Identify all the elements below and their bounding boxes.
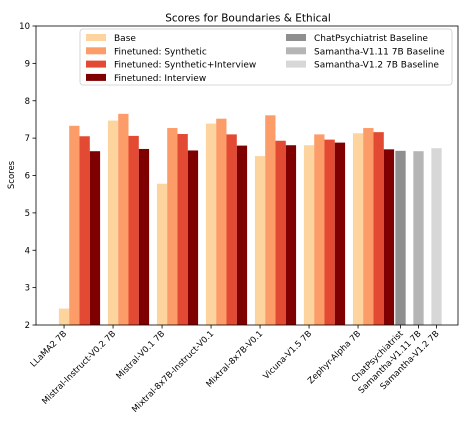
bar: [265, 115, 276, 325]
legend-swatch: [286, 60, 306, 68]
x-tick-label: LLaMA2 7B: [29, 329, 70, 370]
y-axis: 2 3 4 5 6 7 8 9 10: [19, 22, 36, 331]
legend-swatch: [286, 34, 306, 41]
bar: [205, 123, 217, 325]
bar: [216, 118, 227, 325]
y-tick-label: 9: [25, 59, 30, 69]
bar: [118, 113, 129, 325]
bar: [58, 308, 70, 325]
x-tick-label: Vicuna-V1.5 7B: [261, 329, 314, 382]
x-tick-label: Mistral-V0.1 7B: [115, 329, 168, 382]
bar: [79, 136, 90, 325]
bar: [107, 120, 119, 325]
chart-title: Scores for Boundaries & Ethical: [165, 13, 331, 25]
plot-area: [58, 113, 442, 325]
y-tick-label: 6: [25, 172, 30, 182]
bar: [89, 151, 101, 325]
bar: [236, 145, 248, 325]
bar: [187, 150, 199, 325]
bar: [334, 142, 346, 325]
legend-box: [79, 28, 453, 86]
bar: [373, 132, 384, 325]
bar: [285, 145, 297, 325]
bar: [303, 145, 315, 325]
legend-label: Samantha-V1.11 7B Baseline: [314, 47, 445, 57]
legend-swatch: [286, 47, 306, 55]
bar: [167, 128, 178, 325]
bar: [226, 134, 237, 325]
bar: [138, 148, 150, 325]
bar: [128, 135, 139, 325]
baseline-bar: [413, 151, 424, 325]
y-tick-label: 5: [25, 209, 30, 219]
legend: Base Finetuned: Synthetic Finetuned: Synth…: [79, 28, 453, 86]
legend-swatch: [86, 47, 106, 55]
baseline-bar: [395, 150, 406, 325]
bar: [352, 133, 364, 325]
y-tick-label: 7: [25, 134, 30, 144]
bar: [156, 183, 168, 325]
bar: [314, 134, 325, 325]
bar: [363, 128, 374, 325]
bar: [275, 140, 286, 325]
bar: [69, 125, 80, 325]
legend-label: Finetuned: Interview: [114, 74, 206, 84]
legend-label: Finetuned: Synthetic: [114, 47, 207, 57]
bar: [177, 134, 188, 325]
y-tick-label: 10: [19, 22, 30, 32]
y-axis-label: Scores: [7, 160, 17, 189]
baseline-bar: [431, 148, 442, 325]
legend-label: Finetuned: Synthetic+Interview: [114, 61, 256, 71]
legend-swatch: [86, 73, 106, 81]
legend-label: Base: [114, 34, 136, 44]
bar: [254, 156, 266, 325]
legend-label: ChatPsychiatrist Baseline: [314, 34, 428, 44]
y-tick-label: 3: [25, 284, 30, 294]
y-tick-label: 8: [25, 97, 30, 107]
legend-label: Samantha-V1.2 7B Baseline: [314, 61, 439, 71]
x-tick-label: Mixtral-8x7B-Instruct-V0.1: [130, 329, 216, 415]
legend-swatch: [86, 60, 106, 68]
y-tick-label: 4: [25, 246, 30, 256]
bar: [383, 149, 395, 325]
legend-swatch: [86, 34, 106, 41]
axes-frame: [35, 25, 459, 326]
y-tick-label: 2: [25, 321, 30, 331]
bar: [324, 139, 335, 325]
